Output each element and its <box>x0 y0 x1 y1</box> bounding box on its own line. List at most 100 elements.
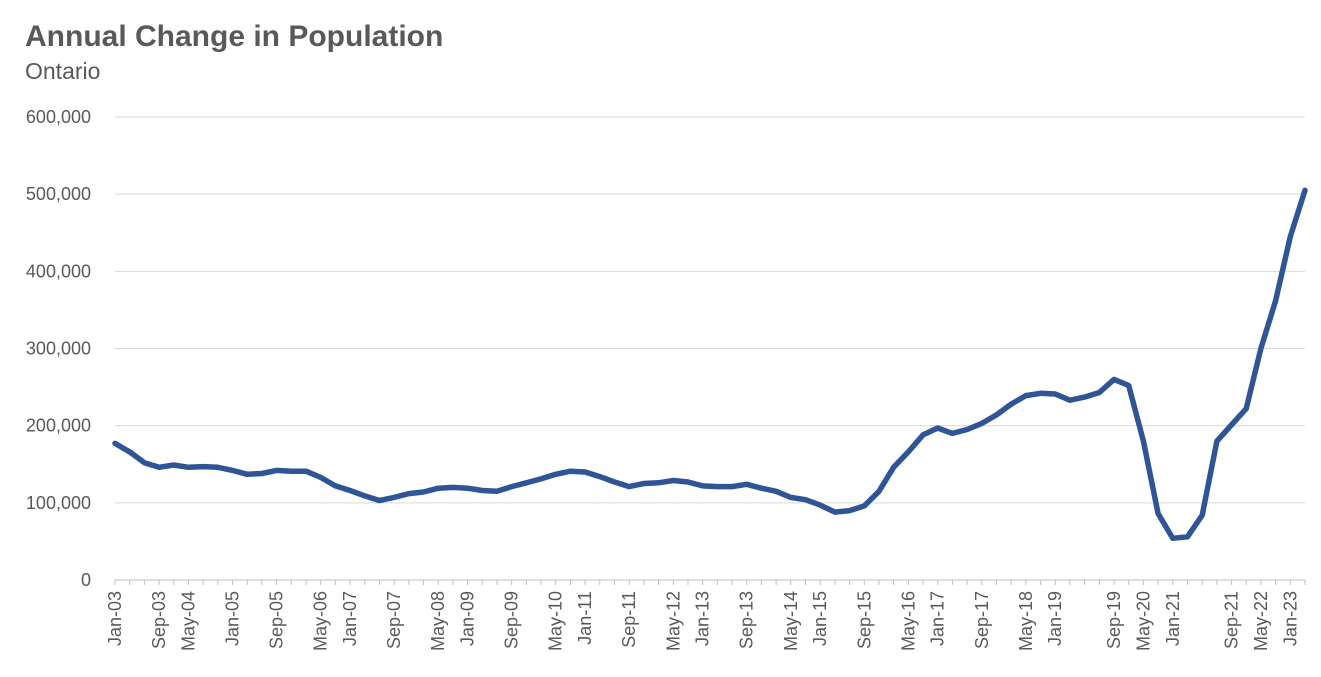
data-point <box>363 494 367 498</box>
x-tick-label: May-10 <box>546 591 566 651</box>
data-point <box>994 413 998 417</box>
data-point <box>186 465 190 469</box>
chart-subtitle: Ontario <box>25 58 101 84</box>
x-tick-label: Jan-17 <box>928 591 948 646</box>
data-point <box>216 465 220 469</box>
data-point <box>524 481 528 485</box>
data-point <box>539 477 543 481</box>
x-tick-label: Sep-17 <box>972 591 992 649</box>
data-point <box>422 490 426 494</box>
x-tick-label: May-12 <box>663 591 683 651</box>
x-tick-label: Sep-05 <box>267 591 287 649</box>
data-point <box>333 484 337 488</box>
data-point <box>1230 423 1234 427</box>
data-point <box>480 488 484 492</box>
data-point <box>1053 392 1057 396</box>
data-point <box>1244 407 1248 411</box>
data-point <box>833 510 837 514</box>
data-point <box>157 465 161 469</box>
data-point <box>1185 535 1189 539</box>
x-tick-label: Jan-13 <box>693 591 713 646</box>
x-tick-label: Jan-05 <box>223 591 243 646</box>
data-point <box>128 450 132 454</box>
data-point <box>1039 391 1043 395</box>
x-tick-label: Jan-11 <box>575 591 595 645</box>
data-point <box>789 495 793 499</box>
data-point <box>1274 299 1278 303</box>
x-tick-label: Jan-03 <box>105 591 125 646</box>
data-point <box>906 450 910 454</box>
x-tick-label: Sep-07 <box>384 591 404 649</box>
data-point <box>1303 188 1307 192</box>
y-tick-label: 500,000 <box>26 184 91 204</box>
x-tick-label: May-20 <box>1133 591 1153 651</box>
y-tick-label: 100,000 <box>26 493 91 513</box>
x-tick-label: Sep-19 <box>1104 591 1124 649</box>
data-point <box>848 509 852 513</box>
data-point <box>1156 512 1160 516</box>
x-tick-label: May-08 <box>428 591 448 651</box>
data-point <box>304 469 308 473</box>
data-point <box>715 485 719 489</box>
data-point <box>701 484 705 488</box>
y-tick-label: 200,000 <box>26 416 91 436</box>
data-point <box>407 492 411 496</box>
data-point <box>980 421 984 425</box>
data-point <box>554 472 558 476</box>
data-point <box>892 465 896 469</box>
data-point <box>510 485 514 489</box>
data-point <box>657 481 661 485</box>
data-point <box>877 489 881 493</box>
x-tick-label: Jan-23 <box>1280 591 1300 646</box>
data-point <box>1112 377 1116 381</box>
x-tick-label: May-18 <box>1016 591 1036 651</box>
x-tick-label: Sep-11 <box>619 591 639 648</box>
data-point <box>613 480 617 484</box>
x-tick-label: Sep-21 <box>1222 591 1242 649</box>
data-point <box>862 504 866 508</box>
data-point <box>1215 439 1219 443</box>
data-point <box>289 469 293 473</box>
y-tick-label: 300,000 <box>26 339 91 359</box>
x-tick-label: Jan-21 <box>1163 591 1183 646</box>
data-point <box>642 482 646 486</box>
x-tick-label: Sep-15 <box>854 591 874 649</box>
data-point <box>671 478 675 482</box>
x-tick-label: Sep-03 <box>149 591 169 649</box>
data-point <box>686 480 690 484</box>
data-point <box>759 486 763 490</box>
data-point <box>936 426 940 430</box>
data-point <box>172 463 176 467</box>
data-point <box>803 498 807 502</box>
x-tick-label: May-14 <box>781 591 801 651</box>
data-point <box>1009 402 1013 406</box>
data-point <box>275 468 279 472</box>
data-point <box>319 475 323 479</box>
data-point <box>1068 398 1072 402</box>
x-tick-label: Jan-09 <box>458 591 478 646</box>
data-point <box>451 485 455 489</box>
data-point <box>231 468 235 472</box>
data-point <box>1200 513 1204 517</box>
data-point <box>1288 235 1292 239</box>
data-point <box>965 428 969 432</box>
data-point <box>392 495 396 499</box>
data-point <box>1097 390 1101 394</box>
x-tick-label: Jan-07 <box>340 591 360 646</box>
data-point <box>598 475 602 479</box>
x-tick-label: Jan-15 <box>810 591 830 646</box>
data-point <box>745 482 749 486</box>
data-point <box>377 499 381 503</box>
data-point <box>1024 394 1028 398</box>
x-tick-label: Sep-09 <box>502 591 522 649</box>
data-point <box>260 472 264 476</box>
y-tick-label: 400,000 <box>26 261 91 281</box>
data-point <box>201 465 205 469</box>
x-tick-label: May-16 <box>898 591 918 651</box>
data-point <box>142 461 146 465</box>
data-point <box>436 486 440 490</box>
data-point <box>495 489 499 493</box>
data-point <box>1141 439 1145 443</box>
chart-title: Annual Change in Population <box>25 20 444 53</box>
